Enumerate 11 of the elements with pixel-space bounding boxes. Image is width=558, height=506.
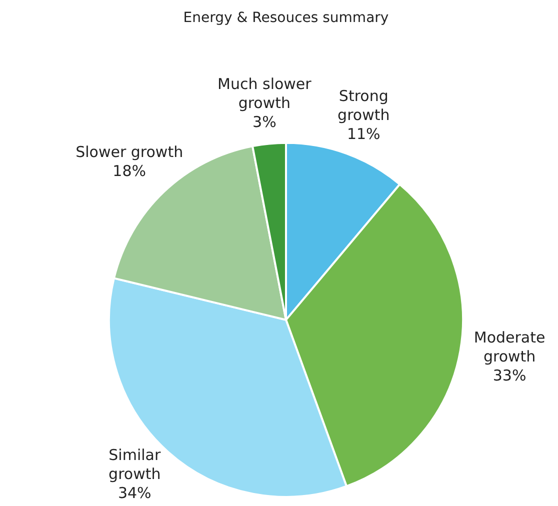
slice-label: Much slower growth (218, 74, 312, 112)
data-label: 34% (118, 484, 152, 502)
slice-label: Slower growth (76, 143, 184, 162)
slice-label: Moderate growth (474, 328, 546, 366)
data-label: 18% (112, 162, 146, 180)
slice-label: Similar growth (108, 446, 162, 483)
slice-label: Strong growth (338, 86, 390, 124)
data-label: 3% (252, 112, 276, 131)
chart-title: Energy & Resouces summary (183, 10, 389, 26)
data-label: 33% (492, 366, 526, 384)
data-label: 11% (346, 124, 380, 143)
